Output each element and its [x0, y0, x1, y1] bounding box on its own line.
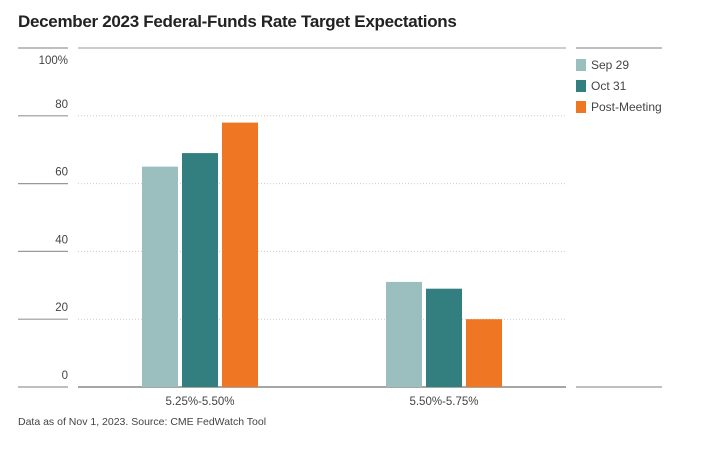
y-tick-label: 40 [55, 234, 68, 246]
legend-swatch [576, 100, 586, 113]
legend-swatch [576, 79, 586, 92]
legend-label: Sep 29 [591, 57, 630, 72]
source-note: Data as of Nov 1, 2023. Source: CME FedW… [18, 416, 267, 428]
bar-sep-29 [142, 166, 178, 387]
bar-oct-31 [182, 153, 218, 387]
y-tick-label: 100% [39, 55, 68, 67]
legend-label: Post-Meeting [591, 99, 662, 114]
bar-oct-31 [426, 288, 462, 387]
x-tick-label: 5.50%-5.75% [409, 396, 478, 408]
bar-post-meeting [466, 319, 502, 387]
chart-title: December 2023 Federal-Funds Rate Target … [18, 12, 457, 31]
y-tick-label: 80 [55, 99, 68, 111]
legend-item: Oct 31 [576, 75, 662, 96]
legend-item: Sep 29 [576, 54, 662, 75]
legend: Sep 29 Oct 31 Post-Meeting [576, 54, 662, 117]
legend-label: Oct 31 [591, 78, 627, 93]
x-tick-label: 5.25%-5.50% [165, 396, 234, 408]
legend-swatch [576, 58, 586, 71]
y-tick-label: 20 [55, 302, 68, 314]
legend-item: Post-Meeting [576, 96, 662, 117]
y-tick-label: 0 [62, 370, 68, 382]
bar-post-meeting [222, 122, 258, 387]
y-tick-label: 60 [55, 167, 68, 179]
bar-sep-29 [386, 281, 422, 387]
